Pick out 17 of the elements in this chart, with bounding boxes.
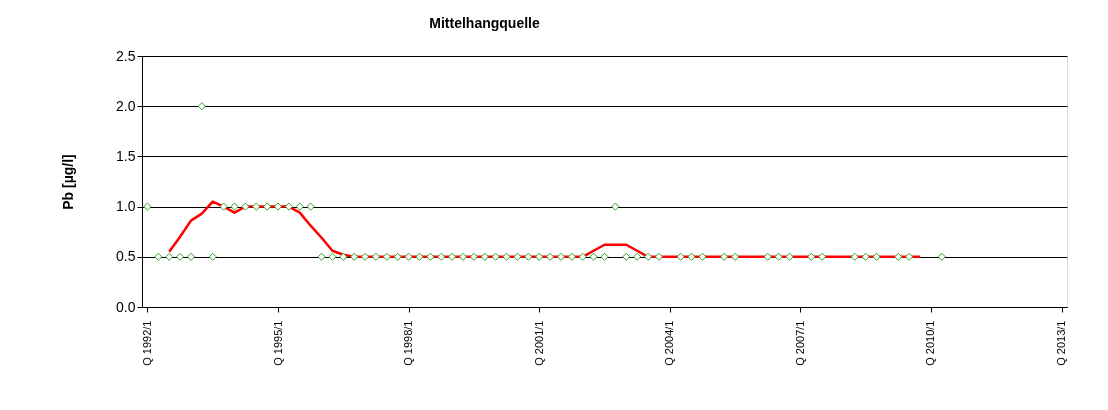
x-tick-label: Q 1998/1: [402, 320, 415, 366]
y-axis-title: Pb [µg/l]: [60, 154, 77, 210]
x-tick-label: Q 2010/1: [924, 320, 937, 366]
y-tick-label: 2.5: [116, 47, 136, 64]
x-tick-label: Q 1995/1: [271, 320, 284, 366]
y-tick-label: 1.0: [116, 198, 136, 215]
y-tick-label: 0.5: [116, 248, 136, 265]
y-tick-label: 0.0: [116, 298, 136, 315]
chart-title: Mittelhangquelle: [429, 15, 540, 31]
x-tick-label: Q 2013/1: [1055, 320, 1068, 366]
y-tick-label: 1.5: [116, 147, 136, 164]
x-tick-label: Q 2004/1: [663, 320, 676, 366]
line-series: [167, 200, 922, 259]
x-tick-label: Q 1992/1: [140, 320, 153, 366]
y-tick-label: 2.0: [116, 97, 136, 114]
x-tick-label: Q 2001/1: [532, 320, 545, 366]
x-tick-label: Q 2007/1: [793, 320, 806, 366]
